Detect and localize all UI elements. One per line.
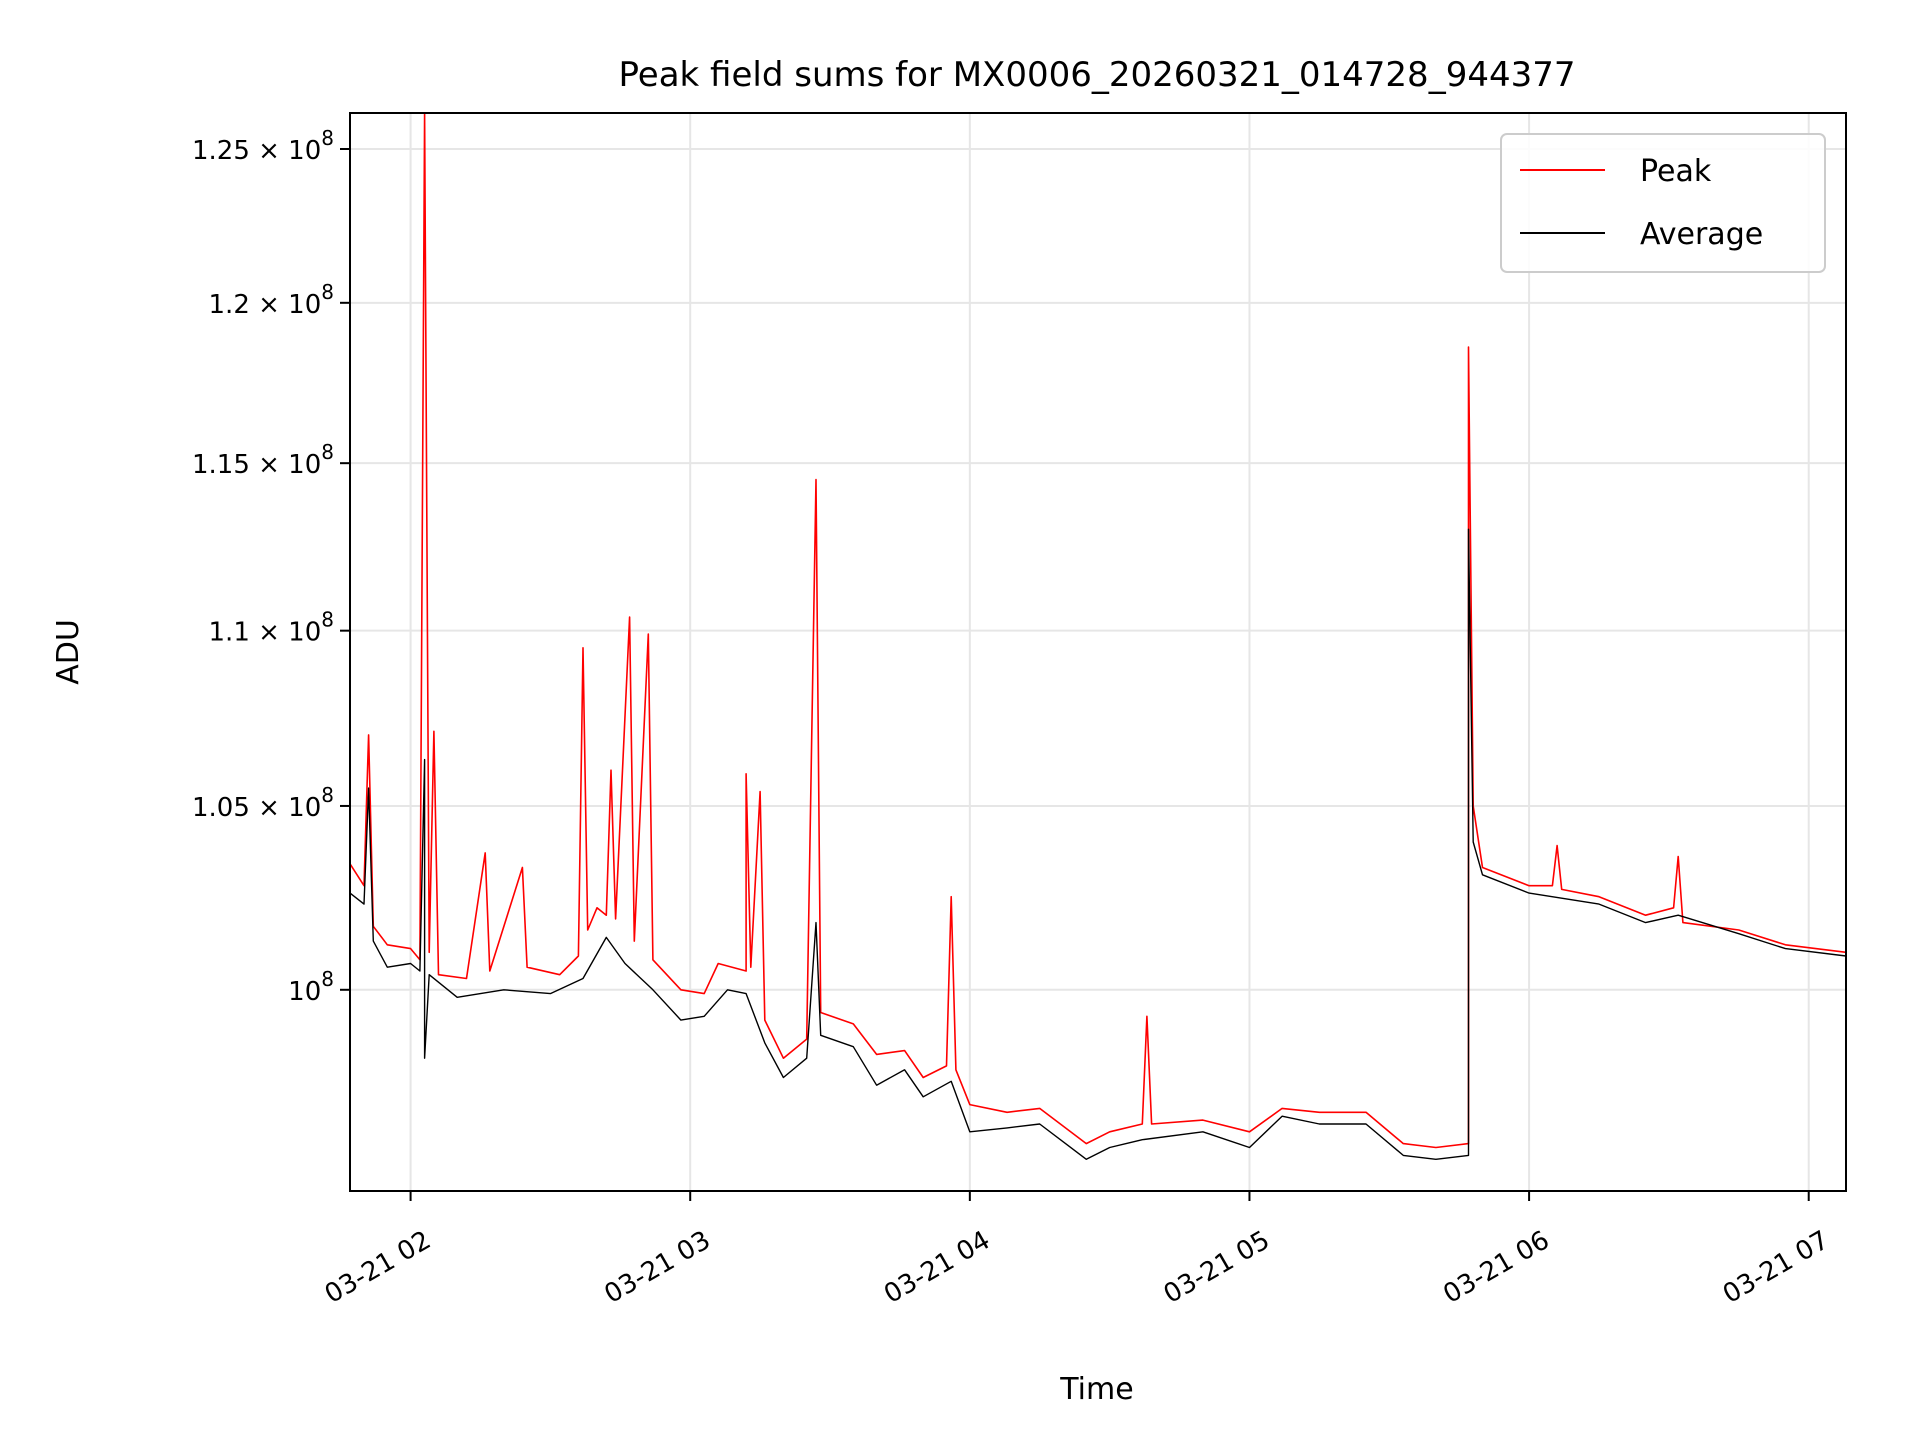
x-axis-label: Time xyxy=(1059,1372,1133,1407)
series-lines xyxy=(349,112,1847,1160)
y-tick-label: 1.1 × 108 xyxy=(209,608,334,648)
y-tick-exponent: 8 xyxy=(321,440,334,464)
y-tick-label: 1.25 × 108 xyxy=(192,126,334,166)
y-tick-exponent: 8 xyxy=(321,126,334,150)
legend-label: Peak xyxy=(1640,154,1712,189)
y-tick-label: 1.2 × 108 xyxy=(209,280,334,320)
y-axis-label: ADU xyxy=(51,619,86,685)
legend-box xyxy=(1500,133,1826,273)
y-tick-label: 108 xyxy=(288,967,334,1007)
legend: Peak Average xyxy=(1500,133,1826,273)
y-tick-exponent: 8 xyxy=(321,967,334,991)
y-tick-exponent: 8 xyxy=(321,280,334,304)
legend-label: Average xyxy=(1640,217,1763,252)
y-tick-exponent: 8 xyxy=(321,783,334,807)
y-axis-ticks: 108 1.05 × 108 1.1 × 108 1.15 × 108 1.2 × 10… xyxy=(192,126,350,1007)
y-tick-label: 1.15 × 108 xyxy=(192,440,334,480)
chart-title: Peak field sums for MX0006_20260321_0147… xyxy=(619,55,1576,95)
series-line-average xyxy=(349,528,1847,1160)
y-tick-exponent: 8 xyxy=(321,608,334,632)
grid xyxy=(350,113,1846,1191)
plot-frame xyxy=(349,112,1847,1192)
y-tick-label: 1.05 × 108 xyxy=(192,783,334,823)
series-line-peak xyxy=(349,112,1847,1149)
